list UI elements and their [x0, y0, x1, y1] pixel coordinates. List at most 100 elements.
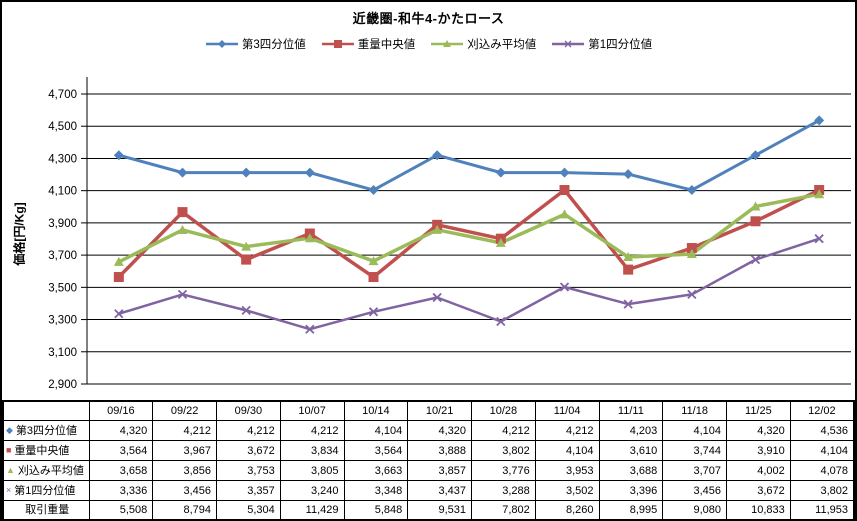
diamond-marker-icon [686, 185, 697, 196]
table-cell: 4,320 [726, 420, 791, 441]
row-label-median: ■ 重量中央値 [2, 440, 90, 461]
x-marker-icon: × [6, 485, 12, 495]
triangle-marker-icon [304, 233, 315, 243]
triangle-marker-icon [559, 209, 570, 219]
table-cell: 7,802 [471, 500, 536, 519]
y-tick-label: 3,700 [48, 250, 77, 262]
legend-key-q3 [205, 40, 238, 48]
diamond-marker-icon [623, 169, 634, 180]
x-marker-icon [305, 324, 315, 334]
table-cell: 10,833 [726, 500, 791, 519]
y-tick-label: 4,500 [48, 121, 77, 133]
table-cell: 3,357 [216, 480, 281, 501]
table-cell: 3,336 [88, 480, 154, 501]
x-marker-icon [814, 234, 824, 244]
table-cell: 4,212 [216, 420, 281, 441]
column-header: 12/02 [789, 400, 855, 421]
row-label-q1: × 第1四分位値 [2, 480, 90, 501]
table-cell: 4,212 [279, 420, 345, 441]
column-header: 09/16 [88, 400, 154, 421]
x-marker-icon [177, 289, 188, 300]
table-cell: 4,002 [726, 460, 791, 481]
line-chart-plot: 2,900 3,100 3,300 3,500 3,700 3,900 4,100 4,300… [48, 77, 851, 391]
y-tick-label: 3,300 [48, 315, 77, 327]
table-cell: 3,688 [598, 460, 664, 481]
table-header-row: 09/16 09/22 09/30 10/07 10/14 10/21 10/28 11/04… [2, 400, 855, 421]
row-label-q3: ◆ 第3四分位値 [2, 420, 90, 441]
table-cell: 3,348 [343, 480, 409, 501]
diamond-marker-icon [217, 40, 226, 48]
legend: 第3四分位値 重量中央値 刈込み平均値 第1四分位値 [2, 35, 855, 53]
triangle-marker-icon [686, 248, 697, 258]
y-tick-label: 3,900 [48, 218, 77, 230]
table-cell: 8,995 [598, 500, 664, 519]
y-tick-label: 3,500 [48, 282, 77, 294]
triangle-marker-icon [113, 256, 124, 266]
table-cell: 4,078 [789, 460, 855, 481]
legend-label: 重量中央値 [357, 39, 416, 51]
table-cell: 4,320 [407, 420, 472, 441]
diamond-marker-icon [241, 167, 252, 178]
x-marker-icon [559, 282, 570, 292]
table-cell: 11,953 [789, 500, 855, 519]
table-cell: 4,104 [789, 440, 855, 461]
table-cell: 3,805 [279, 460, 345, 481]
square-marker-icon [623, 264, 634, 275]
legend-item-median: 重量中央値 [321, 36, 416, 52]
table-cell: 3,802 [789, 480, 855, 501]
y-tick-label: 2,900 [48, 379, 77, 391]
square-marker-icon [177, 207, 188, 218]
table-cell: 3,834 [279, 440, 345, 461]
table-cell: 4,212 [534, 420, 600, 441]
column-header: 11/18 [662, 400, 727, 421]
table-cell: 3,663 [343, 460, 409, 481]
series-line-trimmed-mean [117, 192, 821, 264]
table-cell: 9,080 [662, 500, 727, 519]
table-cell: 3,240 [279, 480, 345, 501]
column-header: 10/07 [279, 400, 345, 421]
triangle-marker-icon [814, 189, 825, 199]
table-cell: 4,536 [789, 420, 855, 441]
table-cell: 3,502 [534, 480, 600, 501]
triangle-marker-icon [177, 224, 188, 234]
x-marker-icon [432, 292, 442, 303]
series-line-q1 [117, 237, 821, 331]
legend-key-trimmed-mean [431, 40, 464, 47]
triangle-marker-icon: ▲ [6, 465, 15, 475]
table-cell: 5,304 [216, 500, 281, 519]
table-cell: 3,456 [152, 480, 217, 501]
table-cell: 3,888 [407, 440, 472, 461]
diamond-marker-icon [432, 150, 443, 161]
legend-item-q3: 第3四分位値 [205, 36, 306, 52]
table-row-q3: ◆ 第3四分位値 4,320 4,212 4,212 4,212 4,104 4,320 4,2… [2, 420, 855, 441]
x-marker-icon [687, 289, 697, 300]
data-table: 09/16 09/22 09/30 10/07 10/14 10/21 10/28 11/04… [2, 400, 855, 519]
diamond-marker-icon [495, 167, 506, 178]
table-cell: 5,508 [88, 500, 154, 519]
table-cell: 3,396 [598, 480, 664, 501]
x-marker-icon [564, 40, 572, 48]
square-marker-icon [241, 254, 252, 265]
column-header: 09/30 [216, 400, 281, 421]
row-label-trade-weight: 取引重量 [2, 500, 90, 519]
square-marker-icon: ■ [6, 445, 12, 455]
column-header: 10/28 [471, 400, 536, 421]
table-row-median: ■ 重量中央値 3,564 3,967 3,672 3,834 3,564 3,888 3,80… [2, 440, 855, 461]
series-line-q3 [117, 118, 821, 192]
table-cell: 3,857 [407, 460, 472, 481]
table-row-trimmed-mean: ▲ 刈込み平均値 3,658 3,856 3,753 3,805 3,663 3,857 3,7… [2, 460, 855, 481]
x-marker-icon [368, 307, 379, 317]
table-cell: 3,658 [88, 460, 154, 481]
column-header: 10/21 [407, 400, 472, 421]
table-row-q1: × 第1四分位値 3,336 3,456 3,357 3,240 3,348 3,437 3,2… [2, 480, 855, 501]
triangle-marker-icon [623, 252, 634, 262]
table-cell: 8,260 [534, 500, 600, 519]
diamond-marker-icon [750, 150, 761, 161]
table-cell: 3,437 [407, 480, 472, 501]
row-label-trimmed-mean: ▲ 刈込み平均値 [2, 460, 90, 481]
column-header: 09/22 [152, 400, 217, 421]
chart-title: 近畿圏-和牛4-かたロース [352, 11, 505, 26]
table-cell: 4,203 [598, 420, 664, 441]
legend-label: 第3四分位値 [241, 39, 306, 51]
table-cell: 4,104 [343, 420, 409, 441]
